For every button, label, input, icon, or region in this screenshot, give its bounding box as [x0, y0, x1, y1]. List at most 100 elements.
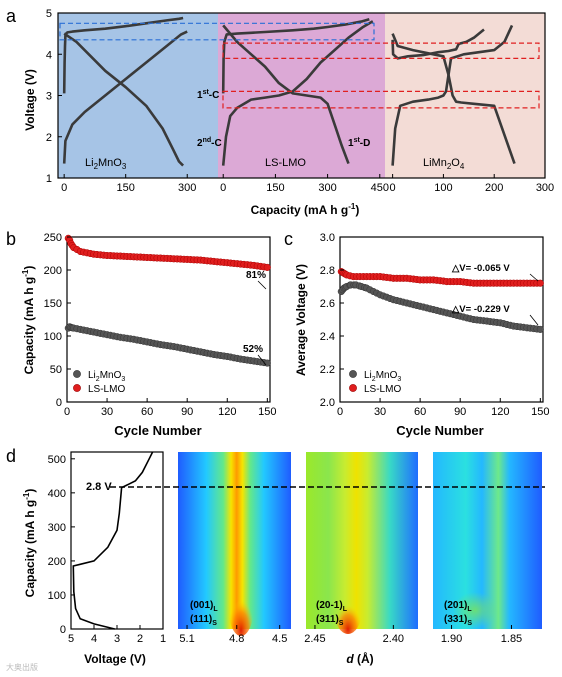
a-xtick-label: 450 [371, 182, 389, 194]
legend-marker-ls-lmo [73, 384, 81, 392]
xtick-label: 30 [374, 406, 386, 418]
a-xtick-label: 100 [434, 182, 452, 194]
point-LiMnO [536, 325, 544, 333]
a-xtick-label: 300 [318, 182, 336, 194]
hm-xtick-label: 2.45 [304, 633, 325, 645]
point-LS-LMO [263, 263, 271, 271]
annotation-1st-c: 1st-C [197, 89, 219, 101]
curve-LS-LMO-charge1 [221, 17, 370, 94]
ytick-label: 0 [56, 397, 62, 409]
hm-xtick-label: 5.1 [179, 633, 194, 645]
heatmap-3-blob [453, 592, 497, 628]
d-ytick-label: 0 [60, 624, 66, 636]
a-xtick-label: 300 [536, 182, 554, 194]
panel-label-b: b [6, 229, 16, 249]
subplot-bg-limn2o4 [385, 13, 545, 178]
xtick-label: 120 [218, 406, 236, 418]
xtick-label: 120 [491, 406, 509, 418]
d-ytick-label: 500 [48, 454, 66, 466]
subplot-label-li2mno3: Li2MnO3 [85, 157, 127, 171]
d-ytick-label: 100 [48, 590, 66, 602]
ytick-label: 50 [50, 364, 62, 376]
panel-b-xlabel: Cycle Number [114, 423, 201, 438]
xtick-label: 60 [414, 406, 426, 418]
watermark: 大奥出版 [6, 662, 38, 672]
panel-label-d: d [6, 446, 16, 466]
dashed-box-red-upper [222, 42, 540, 59]
curve-LiMnO-charge1 [391, 28, 485, 60]
d-ytick-label: 400 [48, 488, 66, 500]
heatmap-2: (20-1)L (311)S [306, 452, 418, 634]
annotation-1st-d: 1st-D [348, 137, 370, 149]
ytick-label: 2.6 [320, 298, 335, 310]
ytick-label: 200 [44, 265, 62, 277]
a-ytick-label: 3 [46, 91, 52, 103]
xtick-label: 60 [141, 406, 153, 418]
xtick-label: 30 [101, 406, 113, 418]
xtick-label: 0 [337, 406, 343, 418]
legend-label-li2mno3: Li2MnO3 [88, 370, 125, 383]
panelB-frame [66, 236, 271, 403]
panel-c-xlabel: Cycle Number [396, 423, 483, 438]
legend-c: Li2MnO3 LS-LMO [349, 370, 401, 395]
panel-d-frame [70, 451, 164, 630]
ytick-label: 2.8 [320, 265, 335, 277]
annotation-2nd-c: 2nd-C [197, 137, 222, 149]
hm-xtick-label: 2.40 [383, 633, 404, 645]
d-xtick-label: 3 [114, 633, 120, 645]
panelC-frame [339, 236, 544, 403]
panel-d-xlabel: Voltage (V) [84, 652, 146, 666]
heatmap-3: (201)L (331)S [433, 452, 542, 629]
panel-a-ylabel: Voltage (V) [23, 69, 37, 131]
panel-label-c: c [284, 229, 293, 249]
curve-LS-LMO-charge2 [221, 20, 374, 166]
legend-marker-li2mno3-c [349, 370, 357, 378]
subplot-label-ls-lmo: LS-LMO [265, 157, 306, 169]
heatmap-1: (001)L (111)S [178, 452, 291, 636]
arrow-dv1 [529, 273, 539, 282]
hm-xtick-label: 1.90 [441, 633, 462, 645]
d-xtick-label: 5 [68, 633, 74, 645]
d-xtick-label: 2 [137, 633, 143, 645]
panel-label-a: a [6, 6, 17, 26]
a-xtick-label: 200 [485, 182, 503, 194]
a-ytick-label: 1 [46, 173, 52, 185]
panel-d-ylabel: Capacity (mA h g-1) [22, 489, 37, 598]
legend-label-ls-lmo-c: LS-LMO [364, 384, 401, 395]
heatmap-3-label-s: (331)S [444, 614, 472, 627]
dashed-boxes [59, 22, 540, 109]
heatmap-1-label-l: (001)L [190, 600, 218, 613]
curve-LiMnO-discharge [391, 33, 516, 165]
dashed-box-red-lower [222, 90, 540, 109]
legend-marker-li2mno3 [73, 370, 81, 378]
legend-b: Li2MnO3 LS-LMO [73, 370, 125, 395]
d-xtick-label: 1 [160, 633, 166, 645]
subplot-bg-li2mno3 [58, 13, 218, 178]
panel-d-curve: 5 4 3 2 1 0 100 200 300 400 500 [48, 451, 166, 645]
xtick-label: 150 [258, 406, 276, 418]
heatmap-ticks: 5.1 4.8 4.5 2.45 2.40 1.90 1.85 [179, 625, 522, 645]
a-ytick-label: 4 [46, 49, 52, 61]
a-xtick-label: 150 [266, 182, 284, 194]
dashed-box-blue [59, 22, 375, 41]
ytick-label: 3.0 [320, 232, 335, 244]
heatmap-3-label-l: (201)L [444, 600, 472, 613]
annotation-81: 81% [246, 270, 266, 281]
ytick-label: 2.4 [320, 331, 335, 343]
ytick-label: 250 [44, 232, 62, 244]
ytick-label: 100 [44, 331, 62, 343]
heatmap-2-field [306, 452, 418, 629]
annotation-52: 52% [243, 344, 263, 355]
legend-label-li2mno3-c: Li2MnO3 [364, 370, 401, 383]
ytick-label: 150 [44, 298, 62, 310]
d-xtick-label: 4 [91, 633, 97, 645]
d-ytick-label: 300 [48, 522, 66, 534]
ytick-label: 2.2 [320, 364, 335, 376]
annotation-dv-li: △V= -0.229 V [451, 304, 510, 315]
ytick-label: 2.0 [320, 397, 335, 409]
panel-c-ylabel: Average Voltage (V) [294, 264, 308, 376]
arrow-52 [257, 354, 267, 366]
